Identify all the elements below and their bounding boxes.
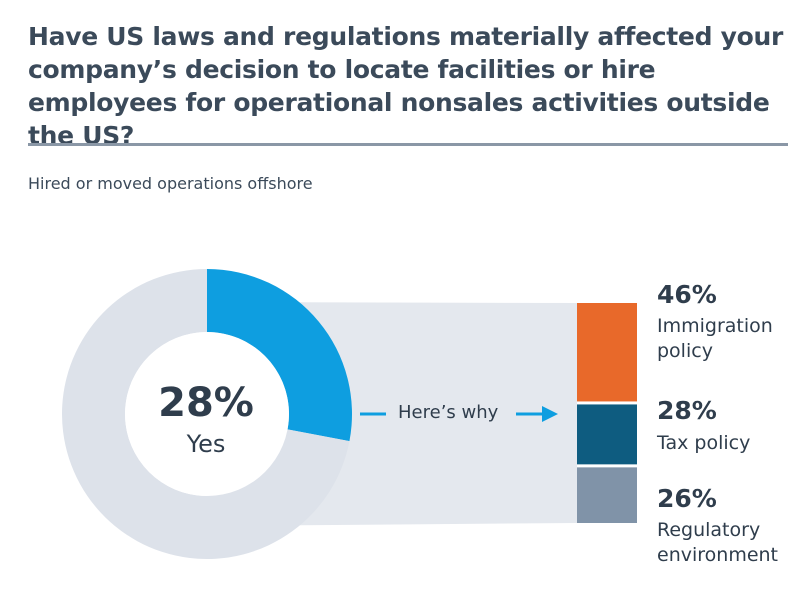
reason-label-2: Tax policy <box>657 431 750 456</box>
stacked-bar <box>577 303 637 523</box>
arrow-right-icon <box>542 406 558 422</box>
chart-title: Have US laws and regulations materially … <box>28 22 783 150</box>
donut-center-label: Yes <box>186 430 226 458</box>
reason-value-3: 26% <box>657 484 717 513</box>
reason-label-1: Immigration policy <box>657 314 773 364</box>
reason-value-2: 28% <box>657 396 717 425</box>
title-rule <box>28 143 788 146</box>
donut-center-value: 28% <box>158 380 254 426</box>
donut-hole <box>125 332 289 496</box>
reason-label-3-line-2: environment <box>657 544 779 566</box>
reason-label-3-line-1: Regulatory <box>657 519 761 541</box>
reason-label-2-line-1: Tax policy <box>657 432 751 454</box>
bar-segment-1 <box>577 303 637 402</box>
bar-segment-3 <box>577 467 637 523</box>
chart-subtitle: Hired or moved operations offshore <box>28 174 313 193</box>
reason-label-1-line-2: policy <box>657 340 713 362</box>
donut-slice-remainder <box>61 269 350 559</box>
donut-chart <box>61 269 352 559</box>
donut-slice-yes <box>207 269 352 442</box>
reason-label-3: Regulatory environment <box>657 518 778 568</box>
reason-value-1: 46% <box>657 280 717 309</box>
bar-segment-2 <box>577 404 637 465</box>
connector-label: Here’s why <box>398 402 499 423</box>
reason-label-1-line-1: Immigration <box>657 315 773 337</box>
